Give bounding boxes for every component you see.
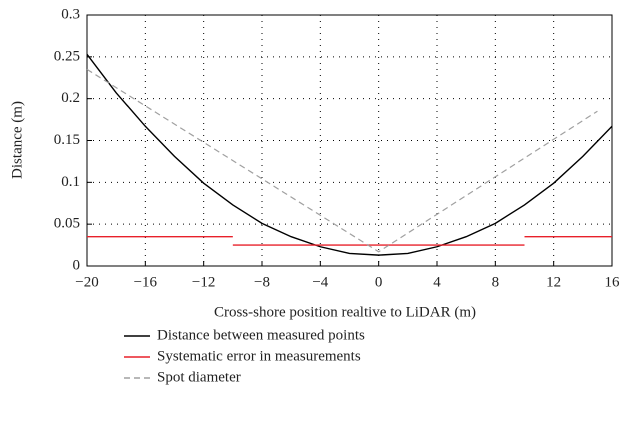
x-tick-label: 0 bbox=[375, 274, 383, 290]
series-line bbox=[86, 68, 598, 253]
x-tick-label: −20 bbox=[75, 274, 98, 290]
plot-frame bbox=[86, 14, 613, 267]
y-tick-label: 0.25 bbox=[54, 48, 80, 64]
x-axis-label: Cross-shore position realtive to LiDAR (… bbox=[214, 304, 476, 320]
legend-label: Distance between measured points bbox=[157, 327, 365, 343]
y-axis-label: Distance (m) bbox=[9, 101, 25, 179]
x-tick-label: −4 bbox=[312, 274, 328, 290]
series-line bbox=[86, 53, 613, 256]
x-tick-label: −12 bbox=[192, 274, 215, 290]
y-tick-label: 0.3 bbox=[61, 6, 80, 22]
y-tick-label: 0.2 bbox=[61, 90, 80, 106]
y-tick-label: 0.15 bbox=[54, 132, 80, 148]
y-tick-label: 0 bbox=[73, 257, 81, 273]
x-tick-label: 16 bbox=[605, 274, 621, 290]
x-tick-label: 4 bbox=[433, 274, 441, 290]
legend-label: Spot diameter bbox=[157, 369, 241, 385]
x-tick-label: −8 bbox=[254, 274, 270, 290]
y-tick-label: 0.05 bbox=[54, 216, 80, 232]
x-tick-label: 12 bbox=[546, 274, 561, 290]
y-tick-label: 0.1 bbox=[61, 174, 80, 190]
x-tick-label: 8 bbox=[492, 274, 500, 290]
legend-label: Systematic error in measurements bbox=[157, 348, 361, 364]
series-line bbox=[87, 236, 612, 246]
x-tick-label: −16 bbox=[134, 274, 158, 290]
